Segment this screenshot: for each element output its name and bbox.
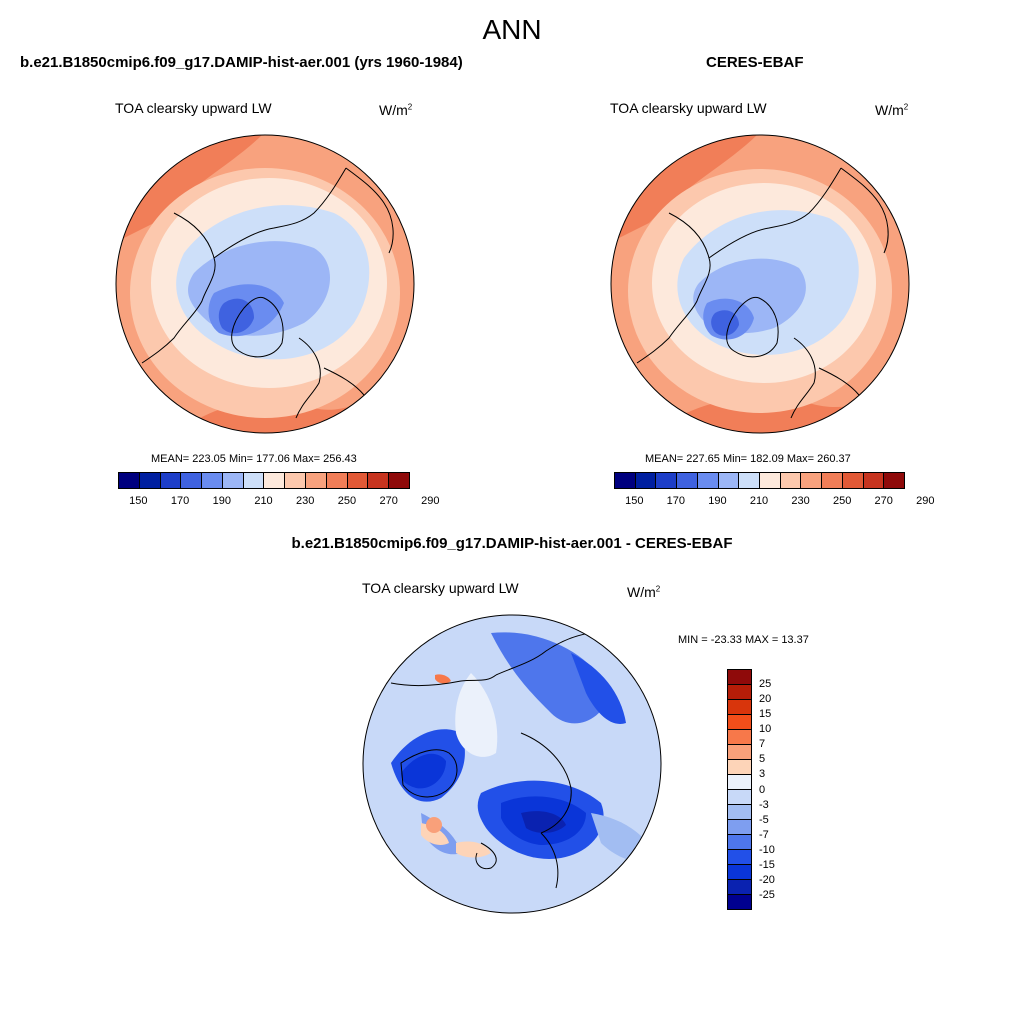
colorbar-swatch [728, 700, 751, 715]
colorbar-swatch [728, 745, 751, 760]
colorbar-swatch [615, 473, 636, 488]
panel-1-units: W/m2 [379, 102, 413, 118]
colorbar-swatch [728, 805, 751, 820]
colorbar-tick-label: 5 [759, 753, 766, 766]
colorbar-tick-label: 150 [129, 495, 148, 507]
colorbar-tick-label: 210 [254, 495, 273, 507]
colorbar-swatch [697, 473, 719, 488]
colorbar-tick-label: -5 [759, 813, 769, 826]
panel-2-polar-map [610, 134, 910, 434]
panel-2-title: CERES-EBAF [706, 54, 804, 71]
colorbar-tick-label: -25 [759, 888, 775, 901]
colorbar-swatch [863, 473, 885, 488]
colorbar-swatch [728, 880, 751, 895]
colorbar-tick-label: 230 [296, 495, 315, 507]
colorbar-swatch [139, 473, 161, 488]
colorbar-tick-label: 290 [421, 495, 440, 507]
colorbar-swatch [728, 835, 751, 850]
colorbar-swatch [285, 473, 307, 488]
panel-1-title: b.e21.B1850cmip6.f09_g17.DAMIP-hist-aer.… [20, 54, 463, 71]
colorbar-swatch [884, 473, 905, 488]
colorbar-swatch [635, 473, 657, 488]
colorbar-tick-label: 210 [749, 495, 769, 507]
colorbar-swatch [728, 685, 751, 700]
colorbar-swatch [718, 473, 740, 488]
colorbar-tick-label: -20 [759, 873, 775, 886]
colorbar-swatch [760, 473, 781, 488]
panel-2-stats: MEAN= 227.65 Min= 182.09 Max= 260.37 [645, 453, 851, 465]
panel-3-variable: TOA clearsky upward LW [362, 580, 519, 596]
panel-2-colorbar [614, 472, 905, 489]
page-title: ANN [482, 14, 542, 45]
colorbar-swatch [160, 473, 182, 488]
colorbar-swatch [656, 473, 678, 488]
colorbar-swatch [677, 473, 698, 488]
colorbar-swatch [389, 473, 409, 488]
colorbar-tick-label: 150 [625, 495, 644, 507]
colorbar-swatch [842, 473, 864, 488]
colorbar-tick-label: 250 [832, 495, 852, 507]
colorbar-swatch [728, 895, 751, 909]
colorbar-swatch [780, 473, 802, 488]
panel-1-stats: MEAN= 223.05 Min= 177.06 Max= 256.43 [151, 453, 357, 465]
colorbar-swatch [728, 850, 751, 865]
colorbar-tick-label: 190 [212, 495, 231, 507]
panel-3-units: W/m2 [627, 584, 661, 600]
colorbar-tick-label: -7 [759, 828, 769, 841]
panel-2-units: W/m2 [875, 102, 909, 118]
colorbar-swatch [728, 715, 751, 730]
colorbar-swatch [306, 473, 327, 488]
colorbar-swatch [728, 730, 751, 745]
colorbar-tick-label: 230 [791, 495, 810, 507]
colorbar-swatch [728, 670, 751, 685]
panel-3-colorbar [727, 669, 752, 910]
colorbar-tick-label: 3 [759, 768, 766, 781]
panel-3-polar-map [362, 614, 662, 914]
colorbar-tick-label: 250 [337, 495, 357, 507]
panel-1-polar-map [115, 134, 415, 434]
colorbar-swatch [728, 865, 751, 880]
panel-3-title: b.e21.B1850cmip6.f09_g17.DAMIP-hist-aer.… [291, 535, 733, 552]
colorbar-tick-label: 270 [874, 495, 893, 507]
colorbar-tick-label: 270 [379, 495, 398, 507]
colorbar-tick-label: 20 [759, 693, 772, 706]
colorbar-swatch [801, 473, 823, 488]
panel-1-colorbar [118, 472, 410, 489]
colorbar-swatch [222, 473, 244, 488]
colorbar-tick-label: -10 [759, 843, 775, 856]
colorbar-tick-label: -15 [759, 858, 775, 871]
colorbar-tick-label: 170 [666, 495, 686, 507]
panel-2-variable: TOA clearsky upward LW [610, 100, 767, 116]
colorbar-tick-label: 7 [759, 738, 766, 751]
panel-1-variable: TOA clearsky upward LW [115, 100, 272, 116]
colorbar-tick-label: 15 [759, 708, 772, 721]
colorbar-swatch [181, 473, 203, 488]
colorbar-tick-label: 190 [708, 495, 727, 507]
colorbar-swatch [822, 473, 843, 488]
colorbar-swatch [347, 473, 369, 488]
colorbar-swatch [728, 775, 751, 790]
colorbar-swatch [728, 760, 751, 775]
colorbar-swatch [728, 820, 751, 835]
colorbar-swatch [202, 473, 223, 488]
colorbar-swatch [368, 473, 390, 488]
colorbar-swatch [264, 473, 286, 488]
colorbar-swatch [119, 473, 140, 488]
panel-3-stats: MIN = -23.33 MAX = 13.37 [678, 634, 809, 646]
colorbar-swatch [739, 473, 761, 488]
colorbar-tick-label: 10 [759, 723, 772, 736]
colorbar-tick-label: 170 [170, 495, 190, 507]
colorbar-swatch [728, 790, 751, 805]
colorbar-swatch [326, 473, 348, 488]
colorbar-tick-label: 25 [759, 678, 772, 691]
colorbar-tick-label: 290 [916, 495, 935, 507]
colorbar-tick-label: -3 [759, 798, 769, 811]
colorbar-tick-label: 0 [759, 783, 766, 796]
colorbar-swatch [243, 473, 265, 488]
